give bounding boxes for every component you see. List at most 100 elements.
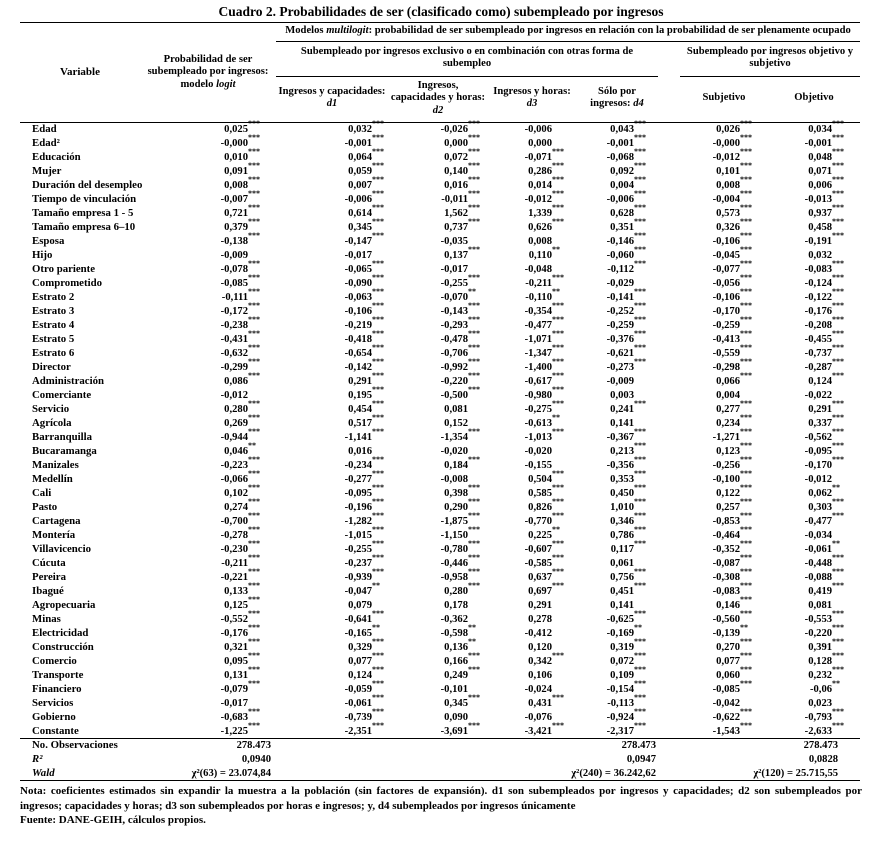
cell-objetivo: 0,071 ***	[808, 161, 845, 178]
table-row: Estrato 4 -0,238 *** -0,219 *** -0,293 *** -0,4…	[20, 315, 860, 333]
cell-logit: -0,007 ***	[220, 189, 260, 206]
cell-d2: -0,992 ***	[440, 357, 480, 374]
cell-objetivo: 0,034 ***	[768, 120, 861, 137]
cell-d3: 0,342 ***	[528, 651, 564, 668]
cell-d1: 0,195 ***	[348, 385, 384, 402]
cell-d4: -0,113 ***	[607, 693, 646, 710]
cell-objetivo: -0,012	[804, 474, 833, 485]
cell-d3: 0,697 ***	[528, 581, 564, 598]
cell-d3: -0,477 ***	[524, 315, 564, 332]
cell-d1: -0,219 ***	[344, 315, 384, 332]
cell-logit: 0,091 ***	[224, 161, 260, 178]
table-row: Estrato 2 -0,111 *** -0,063 *** -0,070 ** -0,11…	[20, 287, 860, 305]
column-gap	[658, 235, 680, 249]
header-multilogit-span: Modelos multilogit: probabilidad de ser …	[276, 22, 861, 42]
cell-d4: 0,092 ***	[610, 161, 646, 178]
cell-logit: -0,138 ***	[220, 231, 260, 248]
table-row: Comprometido -0,085 *** -0,090 *** -0,255 *** -…	[20, 273, 860, 291]
cell-d2: -0,293 ***	[440, 315, 480, 332]
cell-d2: -0,070 **	[440, 287, 476, 304]
cell-objetivo: -0,095 ***	[804, 441, 845, 458]
cell-d3: -3,421 ***	[524, 720, 564, 737]
column-gap	[658, 277, 680, 291]
cell-objetivo: -0,737 ***	[804, 343, 845, 360]
column-gap	[658, 655, 680, 669]
column-gap	[658, 487, 680, 501]
cell-logit: -0,078 ***	[220, 259, 260, 276]
stat-empty	[388, 738, 488, 753]
column-gap	[658, 305, 680, 319]
cell-logit: 0,269 ***	[224, 413, 260, 430]
cell-objetivo: 0,032	[808, 250, 833, 261]
cell-d4: -0,006 ***	[606, 189, 646, 206]
cell-subjetivo: -0,087 ***	[712, 553, 752, 570]
cell-subjetivo: -0,622 ***	[712, 707, 752, 724]
cell-d4: 0,351 ***	[610, 217, 646, 234]
column-gap	[658, 151, 680, 165]
cell-d4: 0,450 ***	[610, 483, 646, 500]
cell-objetivo: -0,083 ***	[804, 259, 845, 276]
cell-d3: 0,291	[528, 600, 552, 611]
cell-d3: -0,211 ***	[525, 273, 564, 290]
cell-d1: 0,064 ***	[348, 147, 384, 164]
column-gap	[658, 417, 680, 431]
cell-subjetivo: 0,234 ***	[716, 413, 752, 430]
table-row: Electricidad -0,176 *** -0,165 ** -0,598 ** -0,…	[20, 623, 860, 641]
cell-objetivo: 0,048 ***	[808, 147, 845, 164]
column-gap	[658, 725, 680, 739]
cell-subjetivo: -0,352 ***	[712, 539, 752, 556]
cell-objetivo: -0,170 ***	[804, 455, 845, 472]
cell-d3: 0,826 ***	[528, 497, 564, 514]
cell-d2: 0,345 ***	[444, 693, 480, 710]
row-label: Barranquilla	[32, 431, 92, 443]
cell-objetivo: -0,287 ***	[804, 357, 845, 374]
row-label: Ibagué	[32, 585, 64, 597]
cell-subjetivo: 0,122 ***	[716, 483, 752, 500]
cell-d2: -0,017	[440, 264, 468, 275]
cell-d1: -0,255 ***	[344, 539, 384, 556]
cell-d1: 0,059 ***	[348, 161, 384, 178]
table-row: Barranquilla -0,944 *** -1,141 *** -1,354 *** -…	[20, 427, 860, 445]
cell-d3: -0,617 ***	[524, 371, 564, 388]
table-row: Estrato 3 -0,172 *** -0,106 *** -0,143 *** -0,3…	[20, 301, 860, 319]
cell-d4: 1,010 ***	[610, 497, 646, 514]
table-row: Tamaño empresa 6–10 0,379 *** 0,345 *** 0,737…	[20, 217, 860, 235]
cell-logit: -0,683 ***	[220, 707, 260, 724]
cell-d1: -0,165 **	[344, 623, 380, 640]
stat-objetivo-subjetivo: χ²(120) = 25.715,55	[680, 766, 861, 781]
cell-subjetivo: 0,101 ***	[716, 161, 752, 178]
cell-logit: 0,086 ***	[224, 371, 260, 388]
column-gap	[658, 557, 680, 571]
cell-d2: 0,737 ***	[444, 217, 480, 234]
cell-d4: 0,213 ***	[610, 441, 646, 458]
row-label: Tamaño empresa 6–10	[32, 221, 136, 233]
table-row: Ibagué 0,133 *** -0,047 ** 0,280 *** 0,697 *** 0,…	[20, 581, 860, 599]
cell-subjetivo: -0,004 ***	[712, 189, 752, 206]
cell-d1: -0,095 ***	[344, 483, 384, 500]
cell-d2: 0,090	[444, 712, 468, 723]
column-header-objetivo: Objetivo	[794, 92, 834, 103]
cell-d4: -0,169 **	[606, 623, 642, 640]
column-header-subjetivo: Subjetivo	[702, 92, 746, 103]
cell-d1: -2,351 ***	[344, 720, 384, 737]
cell-logit: -0,632 ***	[220, 343, 260, 360]
table-title: Cuadro 2. Probabilidades de ser (clasifi…	[218, 4, 664, 19]
cell-subjetivo: -0,106 ***	[712, 231, 752, 248]
column-gap	[658, 165, 680, 179]
cell-d1: -0,106 ***	[344, 301, 384, 318]
cell-objetivo: -0,034	[804, 530, 833, 541]
cell-d3: -0,071 ***	[524, 147, 564, 164]
cell-logit: -0,223 ***	[220, 455, 260, 472]
cell-d3: 0,278	[528, 614, 552, 625]
header-row-groups: Subempleado por ingresos exclusivo o en …	[20, 41, 861, 77]
cell-objetivo: -0,562 ***	[804, 427, 845, 444]
cell-subjetivo: 0,573 ***	[716, 203, 752, 220]
cell-objetivo: -0,191 ***	[804, 231, 845, 248]
cell-d1: -0,418 ***	[344, 329, 384, 346]
cell-d1: -0,065 ***	[344, 259, 384, 276]
cell-d4: 0,756 ***	[610, 567, 646, 584]
cell-logit: -0,278 ***	[220, 525, 260, 542]
cell-d4: 0,451 ***	[610, 581, 646, 598]
cell-logit: -0,172 ***	[220, 301, 260, 318]
cell-d3: -0,155	[524, 460, 552, 471]
